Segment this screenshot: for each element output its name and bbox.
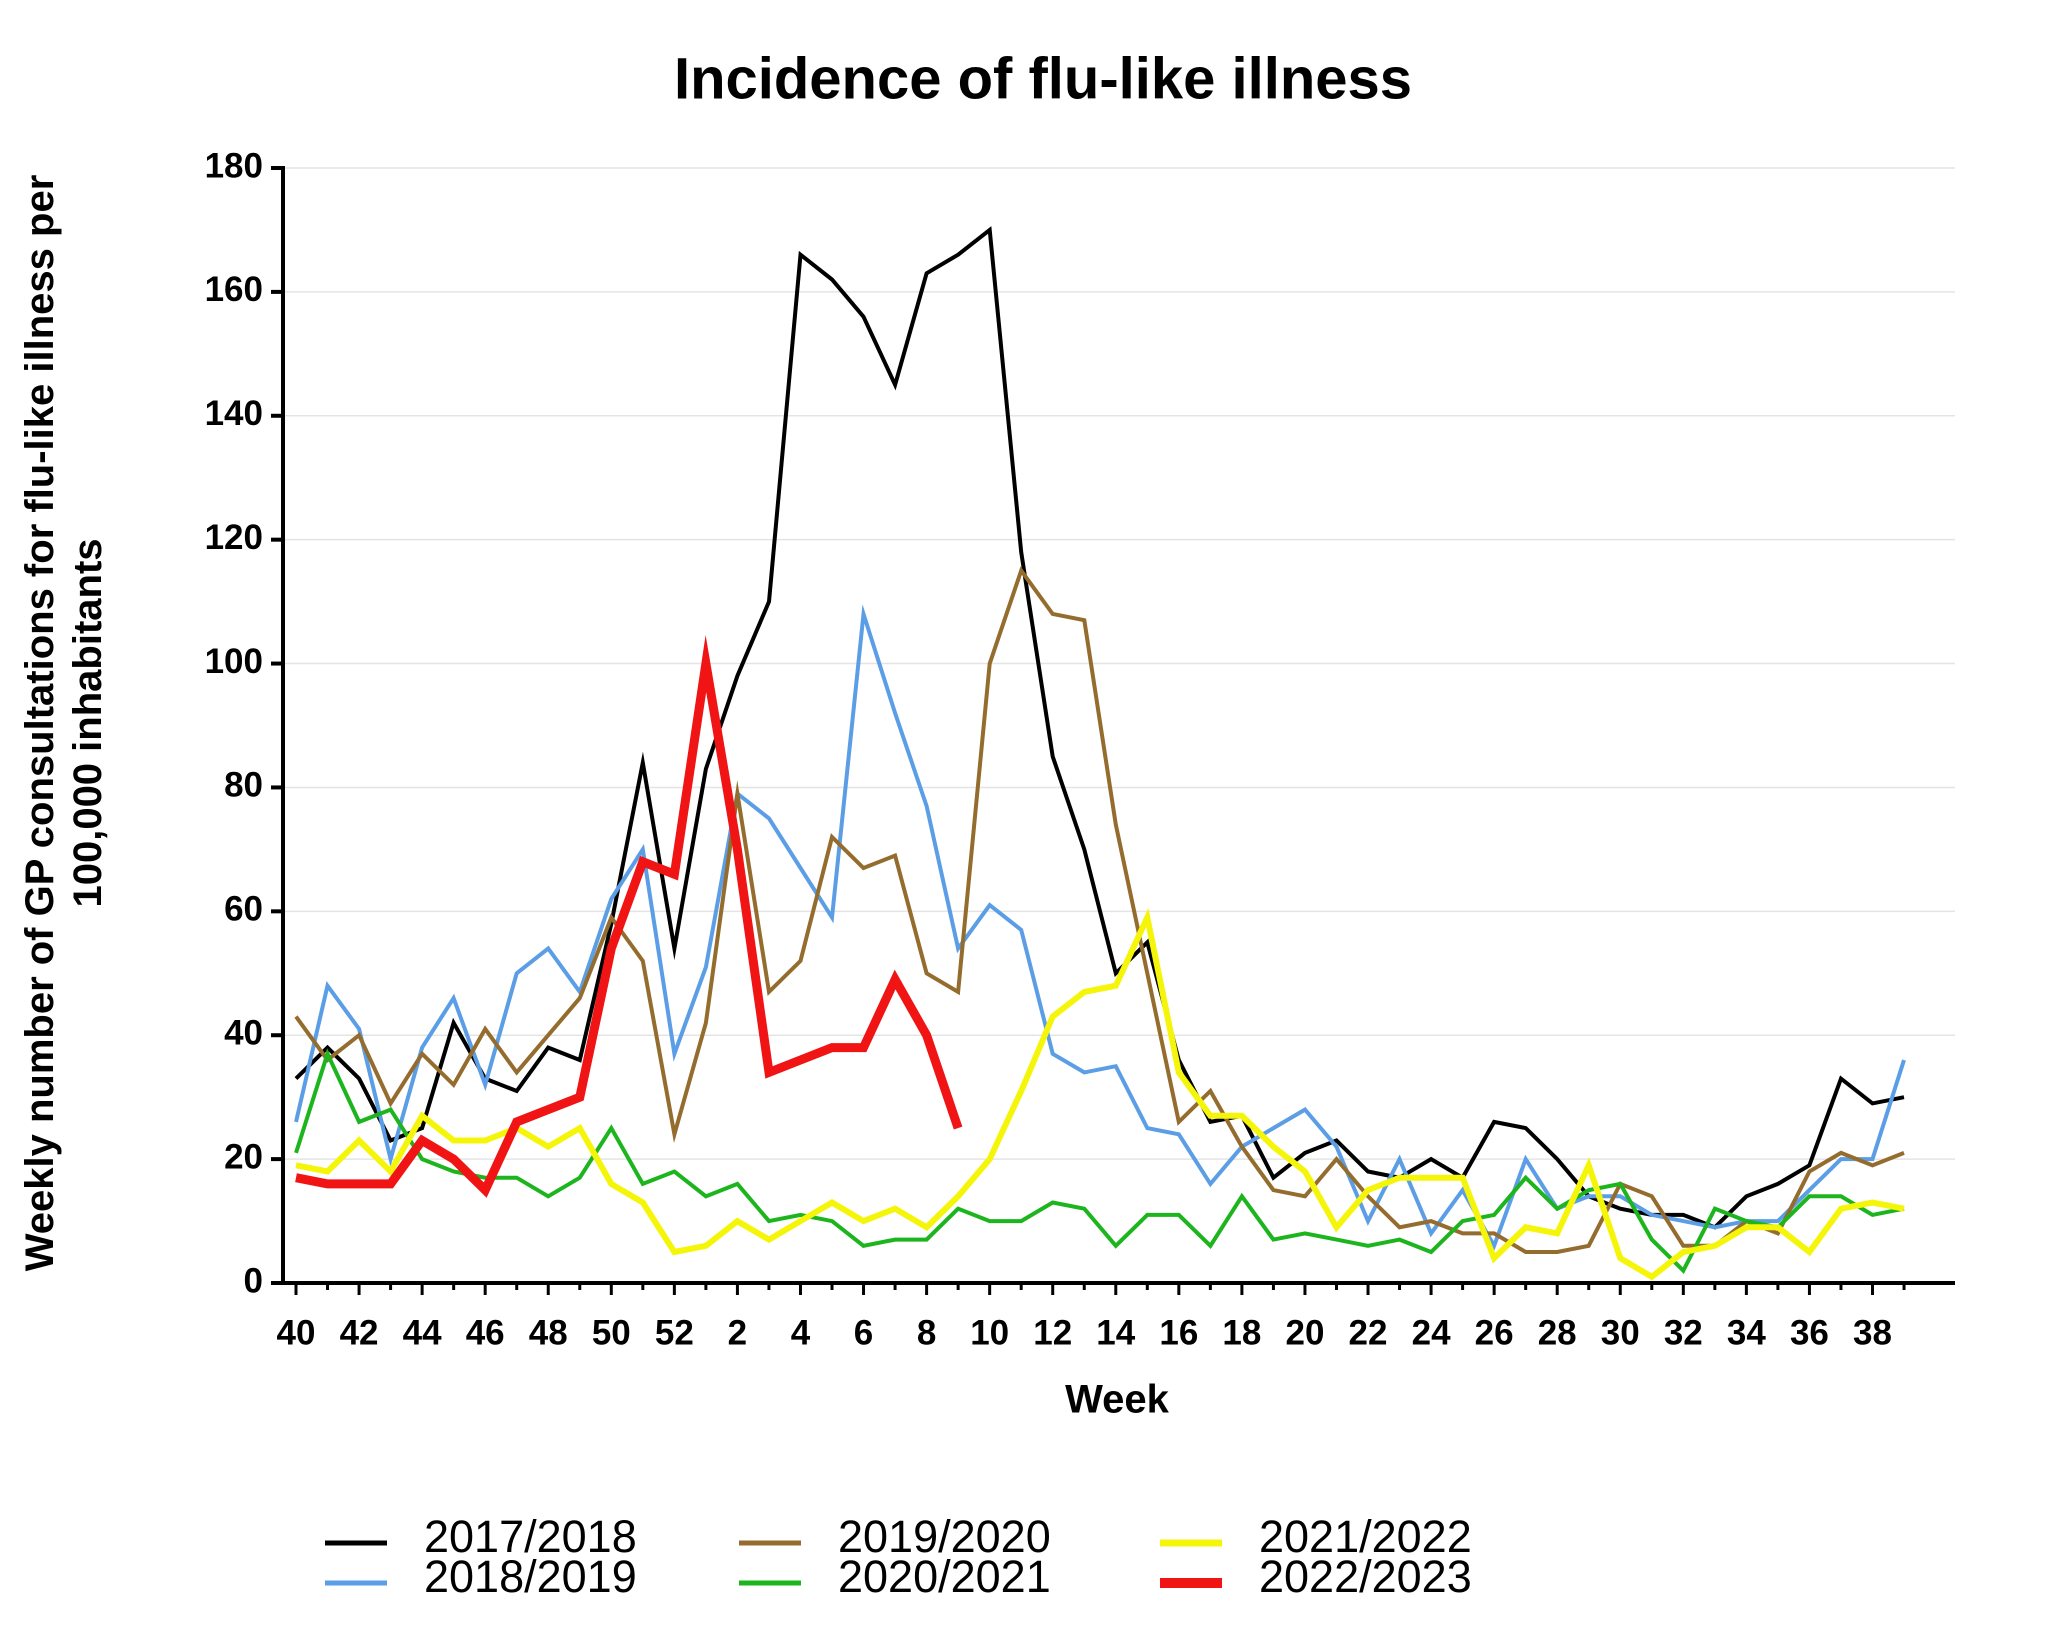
x-tick-label: 36 [1790, 1313, 1829, 1352]
legend-label: 2018/2019 [424, 1551, 637, 1602]
series-line [294, 566, 1905, 1254]
x-axis-title: Week [1065, 1378, 1170, 1422]
x-tick-label: 42 [340, 1313, 379, 1352]
legend-label: 2021/2022 [1259, 1511, 1472, 1562]
series-line [295, 635, 963, 1198]
x-tick-label: 26 [1475, 1313, 1514, 1352]
x-tick-label: 48 [529, 1313, 568, 1352]
x-tick-label: 40 [277, 1313, 316, 1352]
x-tick-label: 44 [403, 1313, 442, 1352]
x-tick-label: 50 [592, 1313, 631, 1352]
x-tick-label: 22 [1349, 1313, 1388, 1352]
x-tick-label: 6 [854, 1313, 873, 1352]
x-tick-label: 14 [1096, 1313, 1135, 1352]
y-tick-label: 160 [205, 270, 263, 309]
y-axis-title: Weekly number of GP consultations for fl… [18, 174, 110, 1272]
legend-label: 2020/2021 [838, 1551, 1051, 1602]
x-tick-label: 52 [655, 1313, 694, 1352]
series-line [295, 907, 1905, 1281]
x-tick-label: 30 [1601, 1313, 1640, 1352]
y-tick-label: 180 [205, 146, 263, 185]
x-tick-label: 18 [1222, 1313, 1261, 1352]
legend-label: 2017/2018 [424, 1511, 637, 1562]
y-tick-label: 60 [224, 890, 263, 929]
x-tick-label: 38 [1853, 1313, 1892, 1352]
x-tick-label: 24 [1412, 1313, 1451, 1352]
series-line [294, 604, 1906, 1251]
x-tick-label: 28 [1538, 1313, 1577, 1352]
y-tick-label: 100 [205, 642, 263, 681]
x-tick-label: 16 [1159, 1313, 1198, 1352]
series-line [294, 1048, 1905, 1274]
x-tick-label: 12 [1033, 1313, 1072, 1352]
x-tick-label: 46 [466, 1313, 505, 1352]
y-tick-label: 120 [205, 518, 263, 557]
legend-label: 2022/2023 [1259, 1551, 1472, 1602]
y-tick-label: 20 [224, 1137, 263, 1176]
x-tick-label: 10 [970, 1313, 1009, 1352]
x-tick-label: 32 [1664, 1313, 1703, 1352]
x-tick-label: 34 [1727, 1313, 1766, 1352]
x-tick-label: 20 [1285, 1313, 1324, 1352]
y-tick-label: 80 [224, 766, 263, 805]
legend-label: 2019/2020 [838, 1511, 1051, 1562]
x-tick-label: 2 [728, 1313, 747, 1352]
x-tick-label: 8 [917, 1313, 936, 1352]
x-tick-label: 4 [791, 1313, 811, 1352]
chart-title: Incidence of flu-like illness [674, 46, 1412, 111]
y-tick-label: 140 [205, 394, 263, 433]
y-tick-label: 0 [244, 1261, 263, 1300]
y-tick-label: 40 [224, 1013, 263, 1052]
